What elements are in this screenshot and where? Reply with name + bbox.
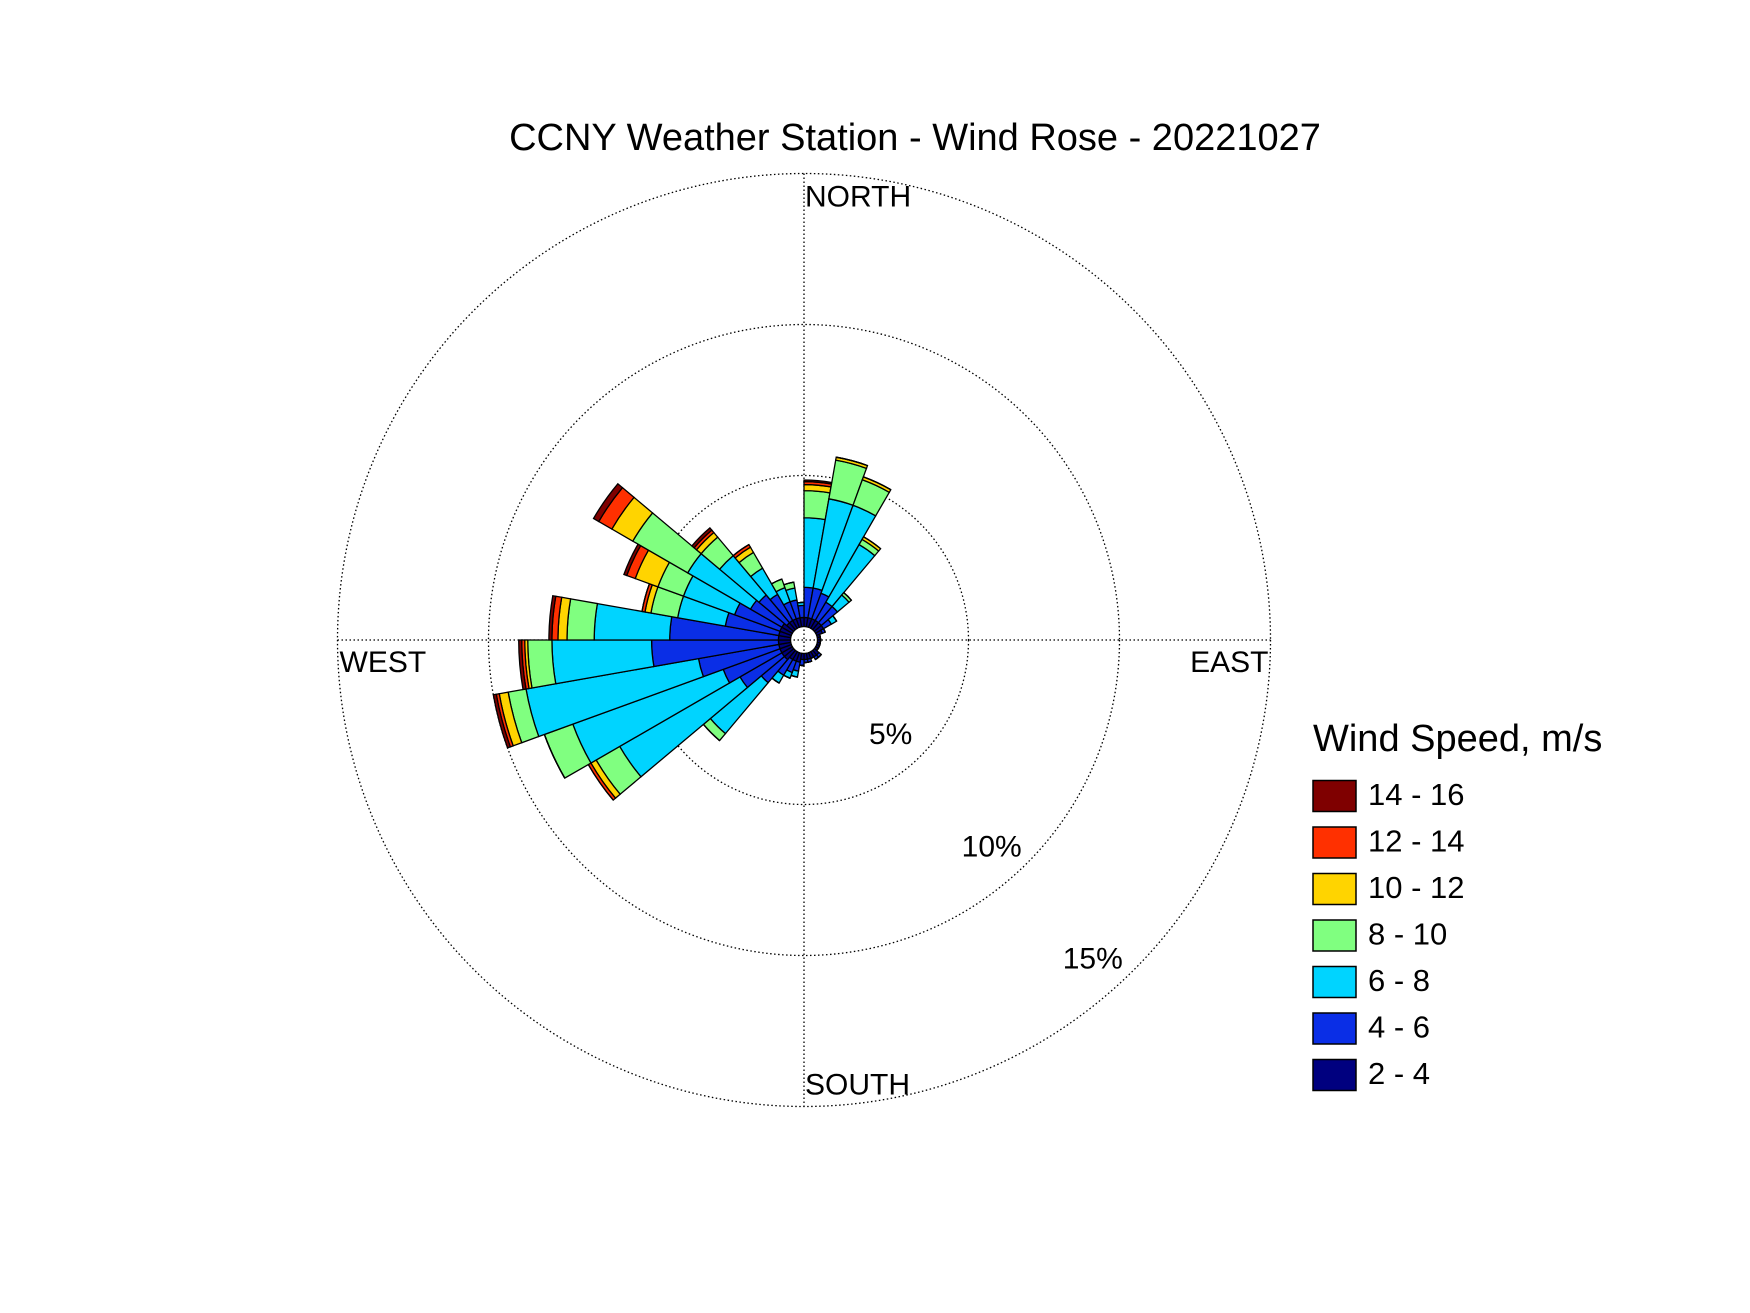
wedge [783, 581, 794, 586]
ring-label: 5% [869, 718, 912, 751]
wedge [732, 544, 750, 557]
legend-title: Wind Speed, m/s [1313, 718, 1602, 760]
direction-label: SOUTH [805, 1068, 910, 1101]
wedge [566, 598, 599, 641]
ring-label: 15% [1063, 943, 1123, 976]
ring-label: 10% [962, 830, 1022, 863]
wedge [822, 628, 826, 633]
wedge [492, 693, 512, 749]
legend-swatch [1312, 919, 1357, 952]
direction-label: WEST [340, 646, 427, 679]
legend-label: 10 - 12 [1368, 870, 1465, 905]
direction-label: EAST [1190, 646, 1268, 679]
direction-label: NORTH [805, 180, 911, 213]
wedge [592, 482, 624, 523]
legend-label: 6 - 8 [1368, 963, 1430, 998]
legend-swatch [1312, 779, 1357, 813]
legend-swatch [1312, 965, 1357, 999]
legend-swatch [1312, 826, 1357, 859]
wedge [527, 639, 557, 689]
wedge [797, 601, 805, 604]
legend-swatch [1312, 1012, 1357, 1045]
grid-ring [487, 323, 1121, 957]
chart-title: CCNY Weather Station - Wind Rose - 20221… [509, 117, 1321, 159]
grid-ring [336, 172, 1272, 1108]
legend-swatch [1312, 1058, 1357, 1092]
legend-label: 8 - 10 [1368, 917, 1447, 952]
legend-label: 4 - 6 [1368, 1010, 1430, 1045]
wedge [690, 526, 713, 549]
legend-label: 14 - 16 [1368, 777, 1465, 812]
wedge [518, 639, 527, 691]
wedge [548, 594, 557, 641]
legend-swatch [1312, 872, 1357, 906]
legend-label: 12 - 14 [1368, 824, 1465, 859]
wedge [771, 578, 783, 585]
legend-label: 2 - 4 [1368, 1056, 1430, 1091]
